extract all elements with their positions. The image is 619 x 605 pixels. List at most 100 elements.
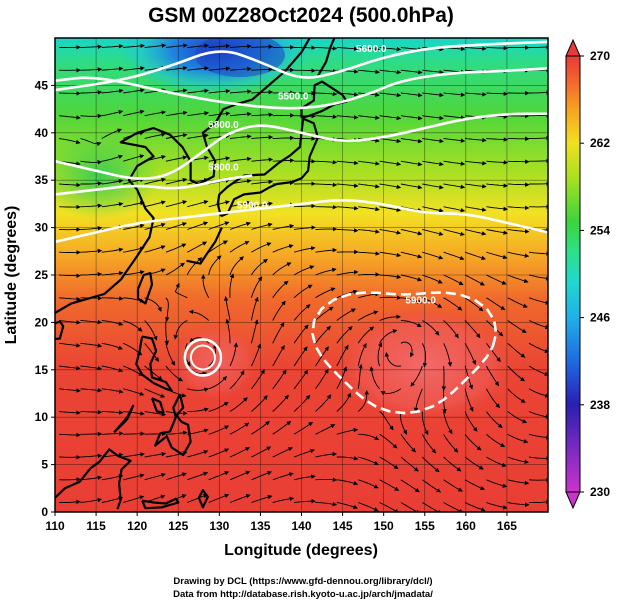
streamline	[529, 251, 548, 257]
streamline	[443, 160, 466, 166]
streamline	[400, 479, 420, 493]
streamline	[101, 43, 124, 49]
streamline	[293, 284, 313, 299]
streamline	[144, 200, 166, 208]
streamline	[486, 206, 509, 212]
contour-label: 5900.0	[237, 201, 268, 212]
streamline	[336, 289, 358, 299]
streamline	[59, 499, 81, 505]
streamline	[250, 319, 259, 344]
streamline	[229, 342, 239, 367]
y-tick-label: 30	[35, 221, 49, 235]
streamline	[144, 388, 166, 398]
streamline	[315, 159, 338, 165]
streamline	[528, 411, 548, 419]
streamline	[464, 183, 487, 189]
streamline	[229, 111, 252, 117]
streamline	[80, 44, 103, 50]
streamline	[123, 431, 145, 436]
streamline	[421, 434, 437, 454]
streamline	[443, 92, 466, 97]
y-tick-label: 20	[35, 315, 49, 329]
colorbar-tick-label: 230	[590, 485, 610, 499]
streamline	[101, 128, 122, 139]
streamline	[379, 433, 398, 449]
streamline	[315, 477, 338, 482]
colorbar-body	[565, 55, 581, 493]
streamline	[208, 493, 230, 503]
streamline	[101, 88, 124, 94]
streamline	[486, 479, 508, 488]
streamline	[315, 451, 338, 458]
streamline	[80, 225, 103, 231]
streamline	[251, 67, 274, 72]
streamline	[272, 300, 286, 321]
streamline	[486, 274, 507, 285]
streamline	[187, 199, 209, 208]
streamline	[229, 256, 244, 276]
streamline	[165, 472, 187, 481]
streamline	[358, 433, 380, 440]
streamline	[101, 474, 124, 481]
contour-label: 5600.0	[356, 44, 387, 55]
streamline	[144, 451, 167, 458]
streamline	[59, 182, 81, 188]
streamline	[187, 407, 209, 412]
height-contour	[55, 112, 548, 180]
streamline	[101, 66, 124, 71]
streamline	[507, 433, 529, 444]
streamline	[80, 475, 103, 481]
streamline	[80, 138, 102, 147]
streamline	[529, 135, 548, 141]
streamline	[315, 91, 338, 97]
streamline	[379, 251, 402, 258]
streamline	[165, 155, 188, 162]
coastline-segment	[150, 397, 165, 414]
streamline	[272, 394, 289, 412]
streamline	[379, 115, 402, 121]
streamline	[443, 502, 464, 512]
streamline	[507, 274, 529, 284]
streamline	[369, 366, 380, 390]
streamline	[336, 344, 349, 367]
streamline	[400, 456, 419, 472]
streamline	[486, 433, 506, 447]
streamline	[464, 343, 477, 365]
streamline	[336, 392, 351, 412]
streamline	[80, 248, 103, 254]
streamline	[315, 394, 332, 412]
streamline	[80, 365, 103, 371]
streamline	[200, 274, 210, 299]
streamline	[443, 411, 453, 435]
streamline	[80, 113, 103, 119]
streamline	[80, 431, 103, 437]
streamline	[507, 159, 530, 164]
streamline	[336, 502, 359, 509]
streamline	[528, 365, 548, 377]
y-tick-label: 45	[35, 78, 49, 92]
streamline	[272, 420, 292, 435]
streamline	[400, 297, 423, 304]
streamline	[464, 297, 484, 312]
streamline	[529, 158, 548, 164]
streamline	[315, 325, 332, 344]
streamline	[294, 203, 316, 209]
streamline	[123, 320, 143, 332]
streamline	[422, 69, 444, 75]
streamline	[443, 229, 465, 237]
streamline	[486, 411, 503, 428]
streamline	[101, 270, 124, 276]
streamline	[486, 45, 509, 51]
streamline	[384, 352, 401, 367]
streamline	[208, 221, 230, 230]
streamline	[358, 69, 380, 75]
streamline	[123, 246, 145, 253]
streamline	[486, 365, 500, 387]
streamline	[529, 477, 548, 483]
streamline	[101, 452, 124, 458]
streamline	[187, 221, 209, 230]
coastline-segment	[113, 404, 135, 434]
streamline	[229, 200, 252, 208]
y-tick-label: 5	[41, 458, 48, 472]
contour-label: 5800.0	[208, 163, 239, 174]
